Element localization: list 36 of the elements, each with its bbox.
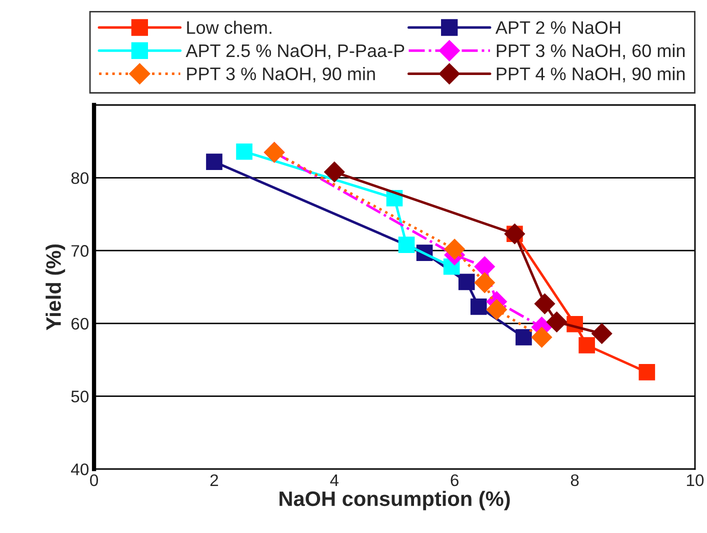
x-tick-label: 10: [686, 474, 704, 486]
x-tick-label: 8: [570, 474, 579, 486]
y-axis-title: Yield (%): [46, 244, 66, 330]
point: [486, 299, 508, 320]
legend-label: PPT 3 % NaOH, 90 min: [187, 67, 375, 82]
point: [638, 364, 656, 380]
x-axis-title: NaOH consumption (%): [280, 490, 510, 510]
point: [206, 154, 222, 170]
x-tick-label: 2: [210, 474, 218, 486]
point: [591, 323, 612, 344]
legend-label: APT 2 % NaOH: [495, 21, 620, 34]
point: [236, 143, 252, 160]
x-tick-label: 6: [450, 474, 459, 486]
legend-label: Low chem.: [187, 20, 272, 34]
y-tick-label: 40: [71, 463, 89, 476]
legend-label: PPT 4 % NaOH, 90 min: [496, 67, 685, 82]
x-tick-label: 4: [330, 474, 339, 486]
point: [531, 326, 552, 348]
y-tick-label: 70: [71, 245, 89, 257]
point: [398, 236, 415, 253]
y-tick-label: 50: [71, 390, 89, 402]
legend-label: APT 2.5 % NaOH, P-Paa-P: [186, 44, 404, 60]
point: [470, 298, 487, 315]
point: [534, 293, 556, 314]
point: [546, 312, 568, 332]
point: [458, 274, 475, 290]
point: [474, 256, 495, 277]
y-tick-label: 80: [71, 172, 89, 184]
legend-label: PPT 3 % NaOH, 60 min: [496, 44, 685, 60]
point: [578, 337, 595, 354]
point: [324, 162, 345, 182]
y-tick-label: 60: [71, 318, 89, 330]
point: [444, 238, 465, 260]
x-tick-label: 0: [90, 474, 98, 486]
point: [474, 272, 495, 293]
point: [516, 329, 532, 346]
